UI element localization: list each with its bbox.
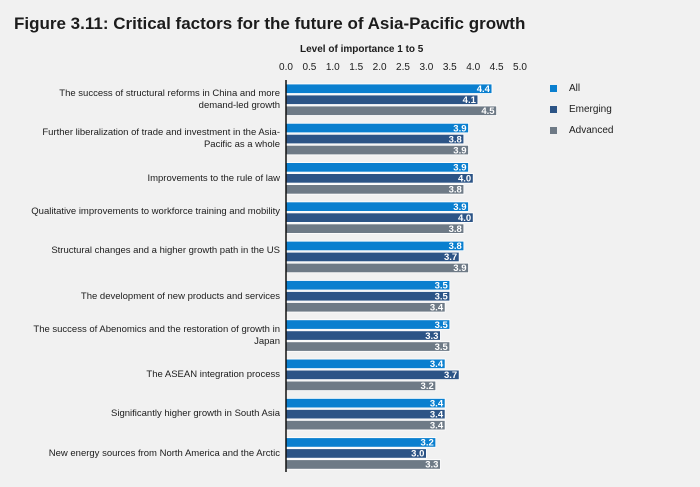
data-label: 4.5 bbox=[481, 106, 495, 117]
category-label: New energy sources from North America an… bbox=[48, 447, 280, 459]
bar-emerging bbox=[285, 291, 451, 302]
data-label: 3.7 bbox=[444, 252, 457, 263]
x-tick-label: 0.5 bbox=[302, 62, 316, 73]
category-label: The development of new products and serv… bbox=[80, 290, 280, 302]
data-label: 3.0 bbox=[411, 449, 424, 460]
data-label: 3.5 bbox=[435, 281, 449, 292]
legend-item-emerging: Emerging bbox=[550, 104, 612, 115]
bar-all bbox=[285, 437, 437, 448]
category-label: Structural changes and a higher growth p… bbox=[51, 245, 280, 257]
data-label: 4.4 bbox=[477, 84, 491, 95]
bar-advanced bbox=[285, 459, 441, 470]
category-label: The ASEAN integration process bbox=[146, 369, 280, 381]
data-label: 3.2 bbox=[421, 381, 434, 392]
data-label: 3.4 bbox=[430, 398, 444, 409]
legend-item-advanced: Advanced bbox=[550, 125, 613, 136]
data-label: 3.9 bbox=[453, 145, 466, 156]
bar-all bbox=[285, 280, 451, 291]
bar-all bbox=[285, 83, 493, 94]
category-label: The success of Abenomics and the restora… bbox=[33, 323, 280, 347]
bar-all bbox=[285, 240, 465, 252]
data-label: 4.0 bbox=[458, 213, 471, 224]
data-label: 3.4 bbox=[430, 409, 444, 420]
bar-all bbox=[285, 162, 469, 173]
data-label: 3.3 bbox=[425, 460, 438, 471]
legend-swatch bbox=[550, 105, 557, 113]
x-tick-label: 0.0 bbox=[279, 62, 293, 73]
data-label: 3.9 bbox=[453, 163, 466, 174]
bar-emerging bbox=[285, 173, 474, 184]
category-label: The success of structural reforms in Chi… bbox=[59, 88, 280, 111]
legend-label: All bbox=[569, 83, 581, 94]
data-label: 4.0 bbox=[458, 174, 471, 185]
x-tick-label: 5.0 bbox=[513, 62, 527, 73]
x-tick-label: 1.5 bbox=[349, 62, 363, 73]
data-label: 3.4 bbox=[430, 303, 444, 314]
data-label: 3.9 bbox=[453, 123, 466, 134]
bar-emerging bbox=[285, 133, 465, 145]
x-tick-label: 4.5 bbox=[490, 62, 504, 73]
x-tick-label: 2.0 bbox=[373, 62, 387, 73]
bar-advanced bbox=[285, 105, 498, 116]
bar-emerging bbox=[285, 94, 479, 105]
bar-all bbox=[285, 358, 446, 370]
chart-title: Figure 3.11: Critical factors for the fu… bbox=[14, 14, 526, 33]
bar-emerging bbox=[285, 251, 460, 263]
x-tick-label: 3.5 bbox=[443, 62, 457, 73]
data-label: 3.5 bbox=[435, 342, 449, 353]
data-label: 3.5 bbox=[435, 292, 449, 303]
data-label: 3.7 bbox=[444, 370, 457, 381]
data-label: 3.8 bbox=[449, 134, 462, 145]
bar-advanced bbox=[285, 419, 446, 431]
data-label: 3.4 bbox=[430, 359, 444, 370]
data-label: 3.9 bbox=[453, 263, 466, 274]
data-label: 3.8 bbox=[449, 185, 462, 196]
bar-all bbox=[285, 319, 451, 330]
bar-advanced bbox=[285, 262, 469, 274]
bar-advanced bbox=[285, 144, 469, 156]
bar-emerging bbox=[285, 448, 427, 459]
data-label: 3.8 bbox=[449, 224, 462, 235]
category-label: Improvements to the rule of law bbox=[147, 172, 280, 184]
data-label: 3.4 bbox=[430, 420, 444, 431]
bar-emerging bbox=[285, 408, 446, 420]
bar-all bbox=[285, 122, 469, 134]
x-tick-label: 1.0 bbox=[326, 62, 340, 73]
bar-advanced bbox=[285, 184, 465, 195]
data-label: 3.5 bbox=[435, 320, 449, 331]
data-label: 3.2 bbox=[421, 438, 434, 449]
bar-advanced bbox=[285, 380, 437, 392]
data-label: 3.3 bbox=[425, 331, 438, 342]
legend-label: Advanced bbox=[569, 125, 614, 136]
x-tick-label: 3.0 bbox=[419, 62, 433, 73]
bar-emerging bbox=[285, 212, 474, 223]
category-label: Further liberalization of trade and inve… bbox=[42, 127, 280, 151]
bar-advanced bbox=[285, 302, 446, 313]
bar-advanced bbox=[285, 223, 465, 234]
data-label: 4.1 bbox=[463, 95, 477, 106]
bar-emerging bbox=[285, 330, 441, 341]
bar-all bbox=[285, 201, 469, 212]
legend-swatch bbox=[550, 126, 557, 134]
data-label: 3.8 bbox=[449, 241, 462, 252]
bar-advanced bbox=[285, 341, 451, 352]
x-tick-label: 2.5 bbox=[396, 62, 410, 73]
x-tick-label: 4.0 bbox=[466, 62, 480, 73]
legend-swatch bbox=[550, 84, 557, 92]
category-label: Significantly higher growth in South Asi… bbox=[111, 408, 280, 420]
data-label: 3.9 bbox=[453, 202, 466, 213]
bar-emerging bbox=[285, 369, 460, 381]
bar-all bbox=[285, 397, 446, 409]
legend-label: Emerging bbox=[569, 104, 612, 115]
x-axis-label: Level of importance 1 to 5 bbox=[300, 44, 424, 55]
category-label: Qualitative improvements to workforce tr… bbox=[31, 205, 280, 217]
legend-item-all: All bbox=[550, 83, 580, 94]
